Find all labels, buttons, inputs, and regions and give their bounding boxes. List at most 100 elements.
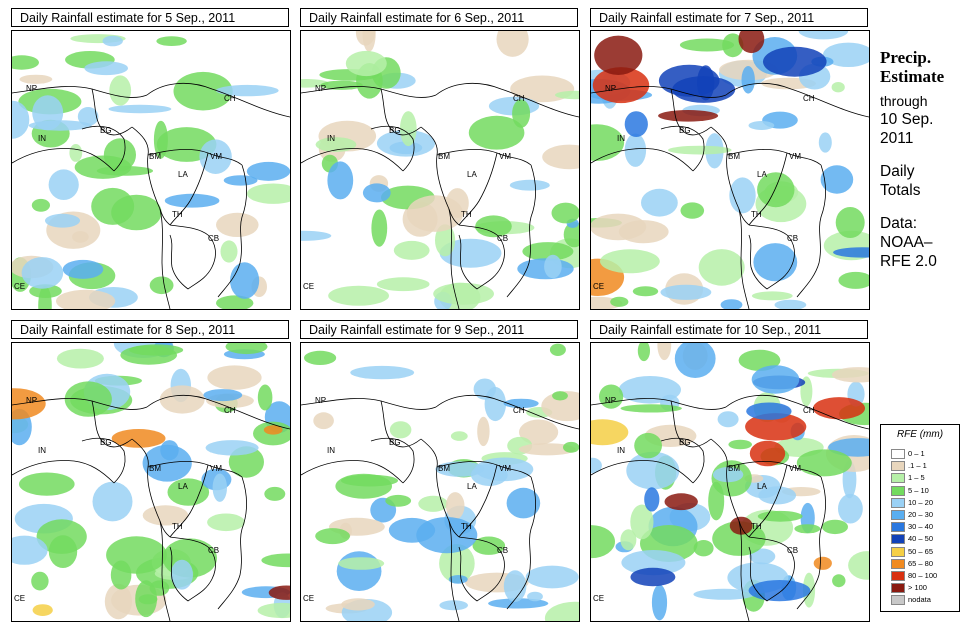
legend-swatch — [891, 583, 905, 594]
country-label-ch: CH — [224, 406, 236, 415]
map-panel: Daily Rainfall estimate for 5 Sep., 2011… — [11, 8, 291, 310]
rain-blob — [102, 35, 123, 47]
rain-blob — [19, 74, 53, 84]
country-border — [738, 520, 750, 538]
rain-blob — [838, 271, 869, 289]
rain-blob — [496, 31, 529, 57]
rain-blob — [435, 224, 456, 257]
country-border — [301, 86, 437, 98]
rain-blob — [173, 71, 233, 111]
rain-blob — [551, 202, 579, 224]
side-title-line2: Estimate — [880, 67, 945, 86]
country-label-bg: BG — [679, 438, 691, 447]
rain-blob — [433, 282, 494, 305]
country-border — [12, 86, 148, 98]
rain-blob — [831, 367, 869, 383]
country-label-la: LA — [757, 482, 767, 491]
legend-label: 30 – 40 — [908, 522, 934, 532]
country-border — [301, 148, 404, 172]
country-label-ce: CE — [303, 282, 314, 291]
rain-blob — [503, 398, 539, 409]
rain-blob — [96, 166, 153, 176]
rain-blob — [680, 202, 705, 219]
rain-blob — [156, 36, 187, 46]
rain-blob — [84, 61, 128, 76]
rain-blob — [630, 504, 654, 540]
rain-blob — [624, 111, 648, 137]
country-border — [748, 234, 768, 290]
country-border — [748, 546, 768, 602]
rain-blob — [439, 544, 475, 583]
country-label-vm: VM — [789, 152, 801, 161]
rain-blob — [246, 161, 290, 181]
rain-blob — [720, 299, 743, 309]
rain-blob — [757, 510, 803, 522]
country-label-la: LA — [467, 170, 477, 179]
map-panel: Daily Rainfall estimate for 9 Sep., 2011… — [300, 320, 580, 622]
map-panel: Daily Rainfall estimate for 10 Sep., 201… — [590, 320, 870, 622]
rain-blob — [129, 344, 184, 356]
legend-swatch — [891, 510, 905, 520]
rain-blob — [831, 82, 845, 93]
country-border — [217, 164, 247, 298]
rain-blob — [230, 262, 260, 299]
rain-blob — [263, 425, 283, 435]
country-label-in: IN — [327, 134, 335, 143]
rain-blob — [170, 559, 193, 590]
rain-blob — [328, 285, 389, 306]
rain-blob — [717, 411, 739, 428]
rain-blob — [64, 381, 112, 417]
country-label-in: IN — [617, 446, 625, 455]
rain-blob — [555, 90, 579, 100]
country-label-ce: CE — [14, 594, 25, 603]
rain-blob — [475, 215, 512, 238]
rain-blob — [470, 463, 508, 486]
country-label-cb: CB — [497, 234, 508, 243]
panel-title: Daily Rainfall estimate for 8 Sep., 2011 — [11, 320, 289, 339]
rain-blob — [439, 238, 502, 268]
country-label-cb: CB — [787, 234, 798, 243]
rain-blob — [69, 144, 83, 162]
rain-blob — [832, 574, 846, 588]
rain-blob — [38, 286, 52, 309]
country-border — [380, 88, 422, 136]
country-border — [159, 520, 171, 538]
rain-blob — [748, 121, 775, 130]
rain-blob — [167, 478, 210, 506]
rain-blob — [552, 391, 568, 401]
rain-blob — [336, 551, 382, 591]
rain-blob — [679, 38, 735, 52]
country-border — [12, 398, 148, 410]
country-border — [458, 536, 505, 602]
country-border — [81, 437, 126, 484]
country-border — [748, 464, 788, 538]
country-border — [458, 546, 478, 602]
country-border — [506, 164, 536, 298]
country-border — [726, 149, 822, 166]
panel-title: Daily Rainfall estimate for 7 Sep., 2011 — [590, 8, 868, 27]
country-border — [738, 208, 750, 226]
rain-blob — [207, 365, 262, 390]
rain-blob — [748, 580, 811, 602]
panel-title: Daily Rainfall estimate for 6 Sep., 2011 — [300, 8, 578, 27]
rain-blob — [544, 601, 579, 621]
rainfall-map: NP CH IN BG BM VM LA TH CB CE — [300, 30, 580, 310]
rain-blob — [549, 343, 566, 356]
legend-label: 0 – 1 — [908, 449, 925, 458]
country-border — [12, 460, 115, 484]
legend-swatch — [891, 461, 905, 472]
rain-blob — [216, 212, 259, 237]
legend-swatch — [891, 595, 905, 606]
country-label-bg: BG — [100, 126, 112, 135]
rain-blob — [315, 137, 357, 152]
country-border — [91, 88, 133, 136]
country-border — [796, 164, 826, 298]
rain-blob — [220, 240, 238, 263]
country-border — [169, 546, 189, 602]
rain-blob — [56, 289, 116, 309]
country-label-ce: CE — [593, 282, 604, 291]
country-label-np: NP — [315, 84, 326, 93]
rain-blob — [362, 183, 391, 203]
panel-title: Daily Rainfall estimate for 10 Sep., 201… — [590, 320, 868, 339]
country-label-bm: BM — [149, 152, 161, 161]
